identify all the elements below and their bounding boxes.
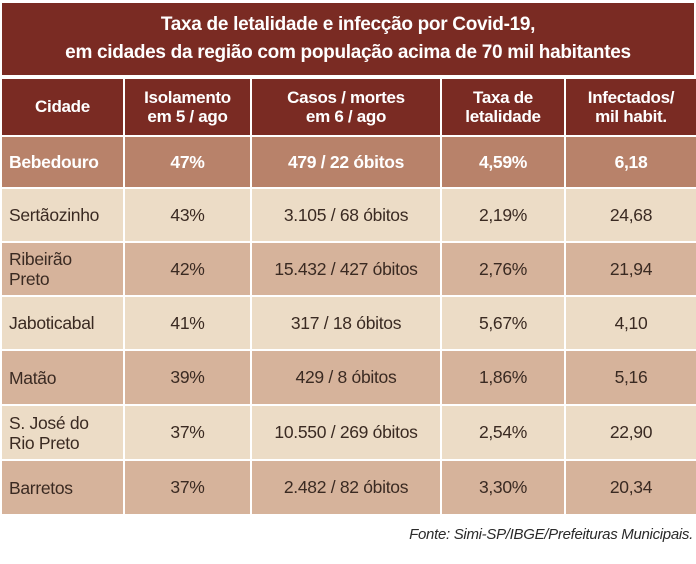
cell-cases-deaths: 3.105 / 68 óbitos (252, 189, 440, 241)
cell-cases-deaths: 479 / 22 óbitos (252, 137, 440, 187)
cell-isolation: 43% (125, 189, 250, 241)
cell-lethality-rate: 2,54% (442, 406, 564, 459)
column-header-infected-per-thousand: Infectados/ mil habit. (566, 79, 696, 135)
cell-city: Sertãozinho (2, 189, 123, 241)
cell-city: Matão (2, 351, 123, 404)
cell-isolation: 47% (125, 137, 250, 187)
cell-lethality-rate: 5,67% (442, 297, 564, 349)
cell-lethality-rate: 2,76% (442, 243, 564, 295)
cell-isolation: 37% (125, 406, 250, 459)
cell-infected-per-thousand: 6,18 (566, 137, 696, 187)
cell-infected-per-thousand: 20,34 (566, 461, 696, 514)
data-table: Cidade Isolamento em 5 / ago Casos / morte… (2, 79, 696, 514)
cell-isolation: 41% (125, 297, 250, 349)
column-header-city: Cidade (2, 79, 123, 135)
cell-city: Bebedouro (2, 137, 123, 187)
cell-infected-per-thousand: 22,90 (566, 406, 696, 459)
cell-cases-deaths: 429 / 8 óbitos (252, 351, 440, 404)
cell-city: Barretos (2, 461, 123, 514)
cell-isolation: 39% (125, 351, 250, 404)
cell-cases-deaths: 2.482 / 82 óbitos (252, 461, 440, 514)
cell-lethality-rate: 2,19% (442, 189, 564, 241)
cell-lethality-rate: 3,30% (442, 461, 564, 514)
cell-infected-per-thousand: 21,94 (566, 243, 696, 295)
cell-cases-deaths: 317 / 18 óbitos (252, 297, 440, 349)
cell-infected-per-thousand: 5,16 (566, 351, 696, 404)
cell-cases-deaths: 10.550 / 269 óbitos (252, 406, 440, 459)
cell-lethality-rate: 1,86% (442, 351, 564, 404)
column-header-lethality-rate: Taxa de letalidade (442, 79, 564, 135)
title-line-2: em cidades da região com população acima… (65, 42, 631, 63)
source-note: Fonte: Simi-SP/IBGE/Prefeituras Municipa… (409, 526, 693, 543)
cell-cases-deaths: 15.432 / 427 óbitos (252, 243, 440, 295)
cell-infected-per-thousand: 4,10 (566, 297, 696, 349)
cell-city: S. José do Rio Preto (2, 406, 123, 459)
cell-isolation: 42% (125, 243, 250, 295)
column-header-isolation: Isolamento em 5 / ago (125, 79, 250, 135)
cell-city: Jaboticabal (2, 297, 123, 349)
cell-isolation: 37% (125, 461, 250, 514)
table-title: Taxa de letalidade e infecção por Covid-… (2, 3, 694, 75)
cell-infected-per-thousand: 24,68 (566, 189, 696, 241)
cell-city: Ribeirão Preto (2, 243, 123, 295)
column-header-cases-deaths: Casos / mortes em 6 / ago (252, 79, 440, 135)
cell-lethality-rate: 4,59% (442, 137, 564, 187)
title-line-1: Taxa de letalidade e infecção por Covid-… (160, 14, 536, 35)
